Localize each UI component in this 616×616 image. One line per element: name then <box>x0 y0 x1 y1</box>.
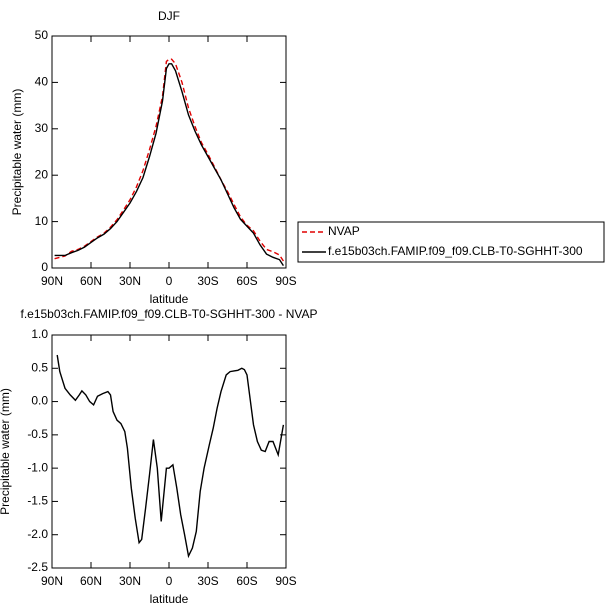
x-tick-label: 90S <box>275 574 296 588</box>
x-tick-label: 30S <box>197 574 218 588</box>
y-tick-label: -1.5 <box>27 494 48 508</box>
y-axis-label: Precipitable water (mm) <box>0 388 12 515</box>
x-axis-label: latitude <box>150 592 189 606</box>
y-tick-label: 20 <box>35 167 49 181</box>
plot-frame <box>51 35 287 269</box>
x-tick-label: 90N <box>41 574 63 588</box>
y-tick-label: 40 <box>35 75 49 89</box>
legend-box <box>297 221 605 263</box>
x-tick-label: 0 <box>166 574 173 588</box>
y-axis-label: Precipitable water (mm) <box>10 89 24 216</box>
y-tick-label: 1.0 <box>31 327 48 341</box>
y-tick-label: -2.5 <box>27 560 48 574</box>
y-tick-label: -1.0 <box>27 460 48 474</box>
y-tick-label: 30 <box>35 121 49 135</box>
legend-label: NVAP <box>328 224 360 238</box>
x-tick-label: 30S <box>197 274 218 288</box>
y-tick-label: -2.0 <box>27 527 48 541</box>
x-axis-label: latitude <box>150 292 189 306</box>
y-tick-label: 0 <box>41 260 48 274</box>
y-tick-label: 0.5 <box>31 360 48 374</box>
chart-title: f.e15b03ch.FAMIP.f09_f09.CLB-T0-SGHHT-30… <box>20 307 317 321</box>
x-tick-label: 30N <box>119 274 141 288</box>
x-tick-label: 90S <box>275 274 296 288</box>
x-tick-label: 0 <box>166 274 173 288</box>
data-line <box>56 354 285 559</box>
x-tick-label: 60S <box>236 274 257 288</box>
plot-frame <box>51 334 287 569</box>
y-tick-label: 50 <box>35 28 49 42</box>
x-tick-label: 90N <box>41 274 63 288</box>
data-line <box>54 63 284 267</box>
x-tick-label: 60N <box>80 274 102 288</box>
data-line <box>54 58 284 262</box>
x-tick-label: 60N <box>80 574 102 588</box>
legend-label: f.e15b03ch.FAMIP.f09_f09.CLB-T0-SGHHT-30… <box>328 244 583 258</box>
chart-title: DJF <box>158 9 180 23</box>
y-tick-label: 0.0 <box>31 394 48 408</box>
x-tick-label: 30N <box>119 574 141 588</box>
x-tick-label: 60S <box>236 574 257 588</box>
y-tick-label: 10 <box>35 214 49 228</box>
y-tick-label: -0.5 <box>27 427 48 441</box>
